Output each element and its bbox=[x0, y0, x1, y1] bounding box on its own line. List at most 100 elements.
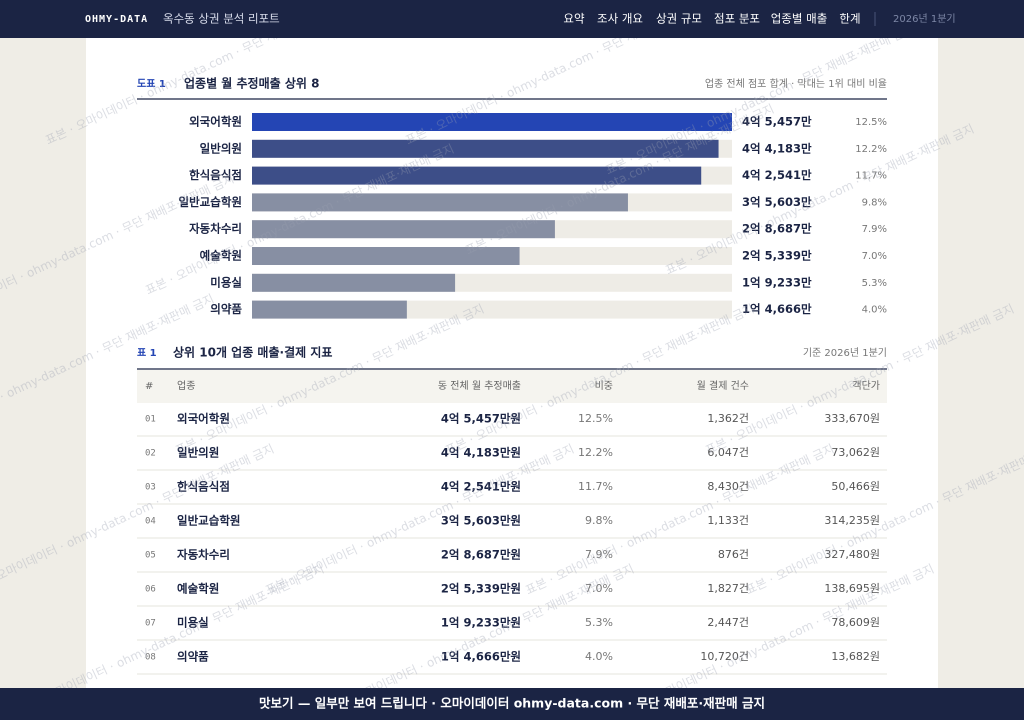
bar bbox=[252, 113, 732, 131]
banner-text: 맛보기 — 일부만 보여 드립니다 · 오마이데이터 ohmy-data.com… bbox=[259, 696, 765, 711]
table-cell: 13,682원 bbox=[831, 650, 880, 663]
table-label: 표 1 bbox=[137, 347, 157, 359]
share-label: 9.8% bbox=[862, 197, 887, 208]
nav-link[interactable]: 점포 분포 bbox=[714, 12, 760, 26]
table-cell: 2억 5,339만원 bbox=[441, 582, 521, 596]
bar bbox=[252, 220, 555, 239]
bar-category: 외국어학원 bbox=[189, 115, 242, 129]
table-cell: 1억 4,666만원 bbox=[441, 650, 521, 664]
table-cell: 73,062원 bbox=[831, 446, 880, 459]
table-header: 객단가 bbox=[852, 380, 880, 392]
nav-link[interactable]: 요약 bbox=[563, 12, 585, 26]
value-label: 3억 5,603만 bbox=[742, 195, 812, 209]
table-cell: 12.2% bbox=[578, 446, 613, 459]
table-cell: 1억 9,233만원 bbox=[441, 616, 521, 630]
value-label: 4억 2,541만 bbox=[742, 168, 812, 182]
figure-note: 업종 전체 점포 합계 · 막대는 1위 대비 비율 bbox=[705, 77, 887, 90]
nav-link[interactable]: 업종별 매출 bbox=[771, 12, 828, 26]
table-cell: 7.9% bbox=[585, 548, 613, 561]
table-cell: 일반교습학원 bbox=[177, 514, 240, 528]
nav-period: 2026년 1분기 bbox=[893, 13, 956, 25]
table-cell: 4억 2,541만원 bbox=[441, 480, 521, 494]
table-head-bg bbox=[137, 370, 887, 403]
table-cell: 5.3% bbox=[585, 616, 613, 629]
table-cell: 4억 4,183만원 bbox=[441, 446, 521, 460]
share-label: 12.2% bbox=[855, 144, 887, 155]
value-label: 2억 8,687만 bbox=[742, 222, 812, 236]
table-header: 동 전체 월 추정매출 bbox=[438, 380, 521, 392]
bar-category: 의약품 bbox=[210, 302, 242, 316]
share-label: 5.3% bbox=[862, 278, 887, 289]
top-nav bbox=[0, 0, 1024, 38]
bar bbox=[252, 273, 456, 292]
table-cell: 05 bbox=[145, 551, 156, 561]
figure-title: 업종별 월 추정매출 상위 8 bbox=[184, 76, 319, 91]
table-cell: 2,447건 bbox=[707, 616, 749, 629]
table-header: # bbox=[145, 381, 153, 392]
bar bbox=[252, 193, 628, 212]
table-cell: 1,362건 bbox=[707, 412, 749, 425]
report-title: 옥수동 상권 분석 리포트 bbox=[163, 12, 280, 26]
table-cell: 07 bbox=[145, 619, 156, 629]
table-cell: 333,670원 bbox=[824, 412, 880, 425]
value-label: 1억 9,233만 bbox=[742, 275, 812, 289]
table-cell: 한식음식점 bbox=[177, 480, 230, 494]
bar bbox=[252, 300, 407, 319]
figure-label: 도표 1 bbox=[137, 78, 166, 90]
table-header: 비중 bbox=[595, 380, 613, 392]
table-cell: 08 bbox=[145, 653, 156, 663]
share-label: 4.0% bbox=[862, 305, 887, 316]
table-header: 월 결제 건수 bbox=[697, 380, 749, 392]
table-cell: 자동차수리 bbox=[177, 548, 230, 562]
table-cell: 7.0% bbox=[585, 582, 613, 595]
value-label: 1억 4,666만 bbox=[742, 302, 812, 316]
table-cell: 의약품 bbox=[177, 650, 209, 664]
table-cell: 일반의원 bbox=[177, 446, 219, 460]
table-header: 업종 bbox=[177, 379, 195, 392]
bar bbox=[252, 139, 719, 158]
table-cell: 876건 bbox=[718, 548, 749, 561]
share-label: 11.7% bbox=[855, 171, 887, 182]
table-cell: 8,430건 bbox=[707, 480, 749, 493]
table-cell: 50,466원 bbox=[831, 480, 880, 493]
table-cell: 12.5% bbox=[578, 412, 613, 425]
bar-category: 일반교습학원 bbox=[179, 195, 242, 209]
value-label: 4억 4,183만 bbox=[742, 141, 812, 155]
bar-category: 예술학원 bbox=[200, 249, 242, 263]
nav-link[interactable]: 상권 규모 bbox=[656, 12, 702, 26]
table-cell: 2억 8,687만원 bbox=[441, 548, 521, 562]
bar-category: 일반의원 bbox=[200, 141, 242, 155]
table-cell: 11.7% bbox=[578, 480, 613, 493]
nav-link[interactable]: 한계 bbox=[839, 12, 860, 26]
table-cell: 02 bbox=[145, 449, 156, 459]
table-cell: 6,047건 bbox=[707, 446, 749, 459]
table-cell: 06 bbox=[145, 585, 156, 595]
table-cell: 4억 5,457만원 bbox=[441, 412, 521, 426]
table-cell: 1,133건 bbox=[707, 514, 749, 527]
table-cell: 예술학원 bbox=[177, 582, 219, 596]
table-cell: 3억 5,603만원 bbox=[441, 514, 521, 528]
share-label: 7.0% bbox=[862, 251, 887, 262]
logo[interactable]: OHMY-DATA bbox=[85, 14, 148, 25]
nav-link[interactable]: 조사 개요 bbox=[597, 12, 643, 26]
share-label: 7.9% bbox=[862, 224, 887, 235]
table-cell: 4.0% bbox=[585, 650, 613, 663]
bar-category: 한식음식점 bbox=[189, 168, 242, 182]
table-cell: 외국어학원 bbox=[177, 412, 230, 426]
table-cell: 미용실 bbox=[177, 616, 209, 630]
bar bbox=[252, 247, 520, 265]
table-cell: 9.8% bbox=[585, 514, 613, 527]
preview-banner bbox=[0, 688, 1024, 720]
table-cell: 78,609원 bbox=[831, 616, 880, 629]
table-title: 상위 10개 업종 매출·결제 지표 bbox=[173, 345, 332, 360]
table-cell: 03 bbox=[145, 483, 156, 493]
table-cell: 327,480원 bbox=[824, 548, 880, 561]
bar-category: 자동차수리 bbox=[189, 222, 242, 236]
table-cell: 01 bbox=[145, 415, 156, 425]
table-note: 기준 2026년 1분기 bbox=[803, 347, 887, 359]
bar-category: 미용실 bbox=[210, 275, 242, 289]
table-cell: 314,235원 bbox=[824, 514, 880, 527]
value-label: 2억 5,339만 bbox=[742, 249, 812, 263]
